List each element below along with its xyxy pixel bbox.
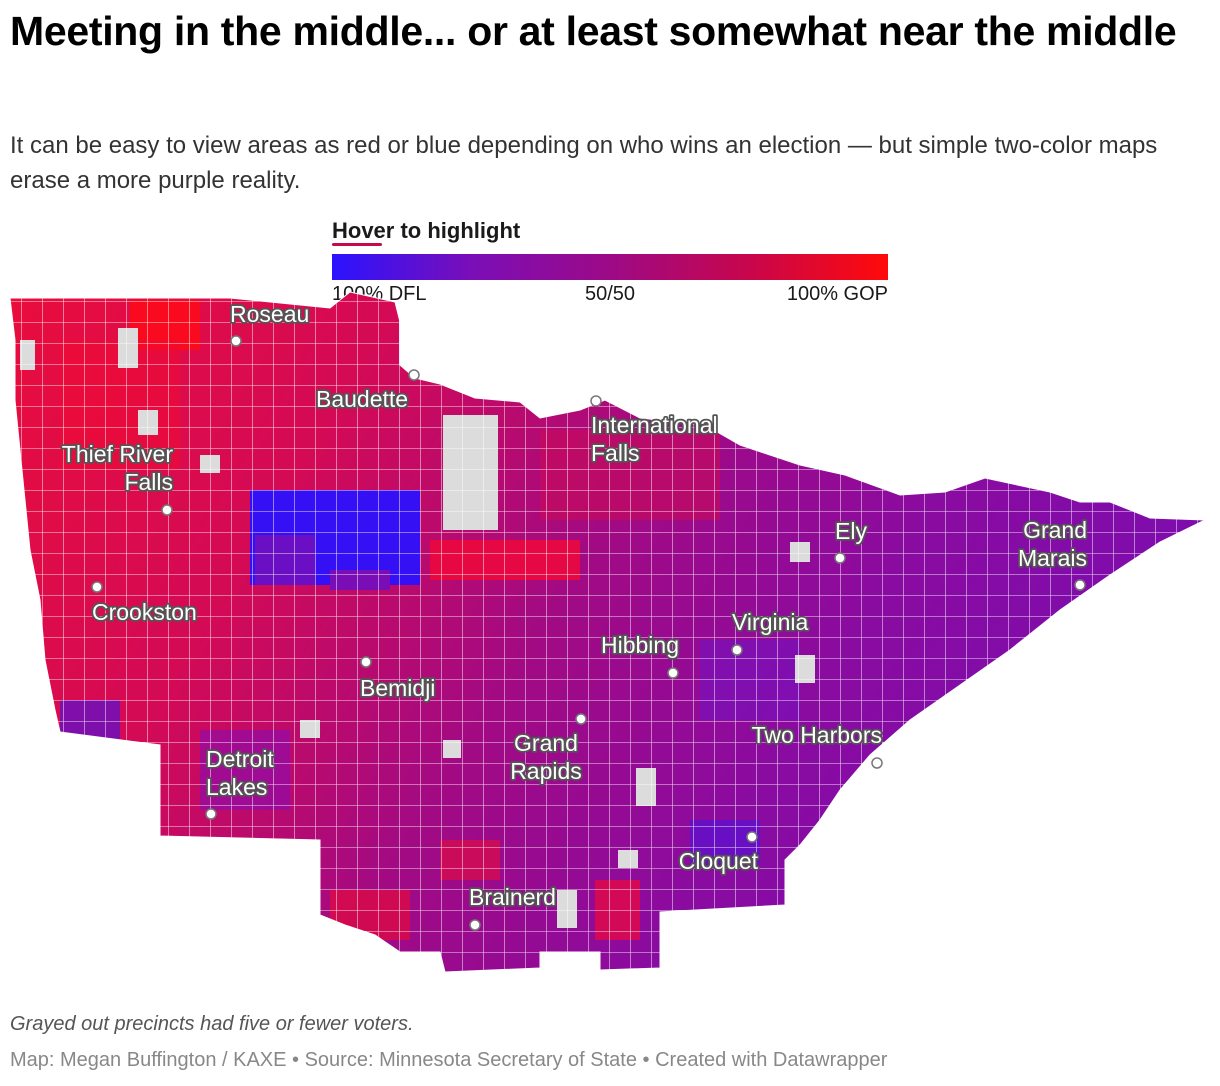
city-markers: Roseau Baudette International Falls Thief… <box>60 299 1089 931</box>
city-label-line: Lakes <box>206 774 267 800</box>
city-label: Baudette <box>316 386 408 412</box>
city-dot <box>575 713 587 725</box>
city-label: Grand Marais <box>1018 517 1087 571</box>
city-hibbing[interactable]: Hibbing <box>599 630 681 679</box>
chart-title: Meeting in the middle... or at least som… <box>10 8 1177 54</box>
legend-labels: 100% DFL 50/50 100% GOP <box>332 283 888 309</box>
city-dot <box>746 831 758 843</box>
city-dot <box>360 656 372 668</box>
city-label: Bemidji <box>360 675 435 701</box>
city-baudette[interactable]: Baudette <box>314 369 420 414</box>
city-label: Thief River Falls <box>62 441 174 495</box>
city-label-line: Bemidji <box>360 675 435 701</box>
chart-subtitle: It can be easy to view areas as red or b… <box>10 132 1158 194</box>
legend-mid-label: 50/50 <box>584 283 636 305</box>
city-label-line: Falls <box>124 469 173 495</box>
city-ely[interactable]: Ely <box>833 516 869 564</box>
city-bemidji[interactable]: Bemidji <box>358 656 437 703</box>
legend-title: Hover to highlight <box>332 218 521 243</box>
city-label: Two Harbors <box>752 722 882 748</box>
city-grand-marais[interactable]: Grand Marais <box>1016 515 1089 591</box>
city-label-line: Grand <box>514 730 578 756</box>
city-label-line: Baudette <box>316 386 408 412</box>
city-cloquet[interactable]: Cloquet <box>677 831 760 876</box>
city-label: Detroit Lakes <box>206 746 274 800</box>
map-note: Grayed out precincts had five or fewer v… <box>10 1013 414 1035</box>
city-label-line: Two Harbors <box>752 722 882 748</box>
city-dot <box>834 552 846 564</box>
city-label-line: Virginia <box>732 609 808 635</box>
city-label: Ely <box>835 518 867 544</box>
city-label-line: Cloquet <box>679 848 759 874</box>
city-label: Brainerd <box>469 884 556 910</box>
city-virginia[interactable]: Virginia <box>730 607 810 656</box>
city-label: Virginia <box>732 609 808 635</box>
city-label-line: Falls <box>591 440 640 466</box>
city-dot <box>91 581 103 593</box>
city-label: Crookston <box>92 599 197 625</box>
city-label-line: Ely <box>835 518 867 544</box>
city-dot <box>469 919 481 931</box>
city-international-falls[interactable]: International Falls <box>589 395 719 468</box>
city-label-line: Marais <box>1018 545 1087 571</box>
city-brainerd[interactable]: Brainerd <box>467 882 558 931</box>
city-label-line: Brainerd <box>469 884 556 910</box>
city-label-line: Rapids <box>510 758 582 784</box>
city-grand-rapids[interactable]: Grand Rapids <box>508 713 587 786</box>
city-dot <box>871 757 883 769</box>
city-dot <box>667 667 679 679</box>
city-label: Cloquet <box>679 848 759 874</box>
city-detroit-lakes[interactable]: Detroit Lakes <box>204 744 276 820</box>
city-label-line: Crookston <box>92 599 197 625</box>
city-dot <box>408 369 420 381</box>
color-legend[interactable]: Hover to highlight 100% DFL 50/50 100% G… <box>332 216 888 309</box>
city-dot <box>590 395 602 407</box>
city-roseau[interactable]: Roseau <box>228 299 311 347</box>
precinct-map[interactable]: Roseau Baudette International Falls Thief… <box>0 280 1220 980</box>
city-label: Grand Rapids <box>510 730 582 784</box>
city-two-harbors[interactable]: Two Harbors <box>750 720 884 769</box>
city-label-line: Grand <box>1023 517 1087 543</box>
city-label-line: Detroit <box>206 746 274 772</box>
city-dot <box>230 335 242 347</box>
legend-max-label: 100% GOP <box>786 283 888 305</box>
city-label: Hibbing <box>601 632 679 658</box>
legend-gradient-bar[interactable] <box>332 254 888 280</box>
precinct-fills[interactable] <box>0 280 1220 980</box>
city-label-line: Hibbing <box>601 632 679 658</box>
hover-indicator <box>332 243 382 246</box>
city-crookston[interactable]: Crookston <box>90 581 199 627</box>
city-dot <box>1074 579 1086 591</box>
city-thief-river-falls[interactable]: Thief River Falls <box>60 439 175 516</box>
city-dot <box>161 504 173 516</box>
city-dot <box>205 808 217 820</box>
map-credits: Map: Megan Buffington / KAXE • Source: M… <box>10 1049 888 1071</box>
city-label-line: Roseau <box>230 301 309 327</box>
city-label-line: International <box>591 412 718 438</box>
city-label: Roseau <box>230 301 309 327</box>
city-label-line: Thief River <box>62 441 174 467</box>
city-label: International Falls <box>591 412 718 466</box>
city-dot <box>731 644 743 656</box>
